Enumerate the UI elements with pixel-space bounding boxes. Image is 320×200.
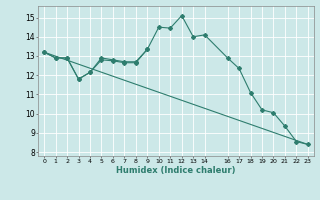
- X-axis label: Humidex (Indice chaleur): Humidex (Indice chaleur): [116, 166, 236, 175]
